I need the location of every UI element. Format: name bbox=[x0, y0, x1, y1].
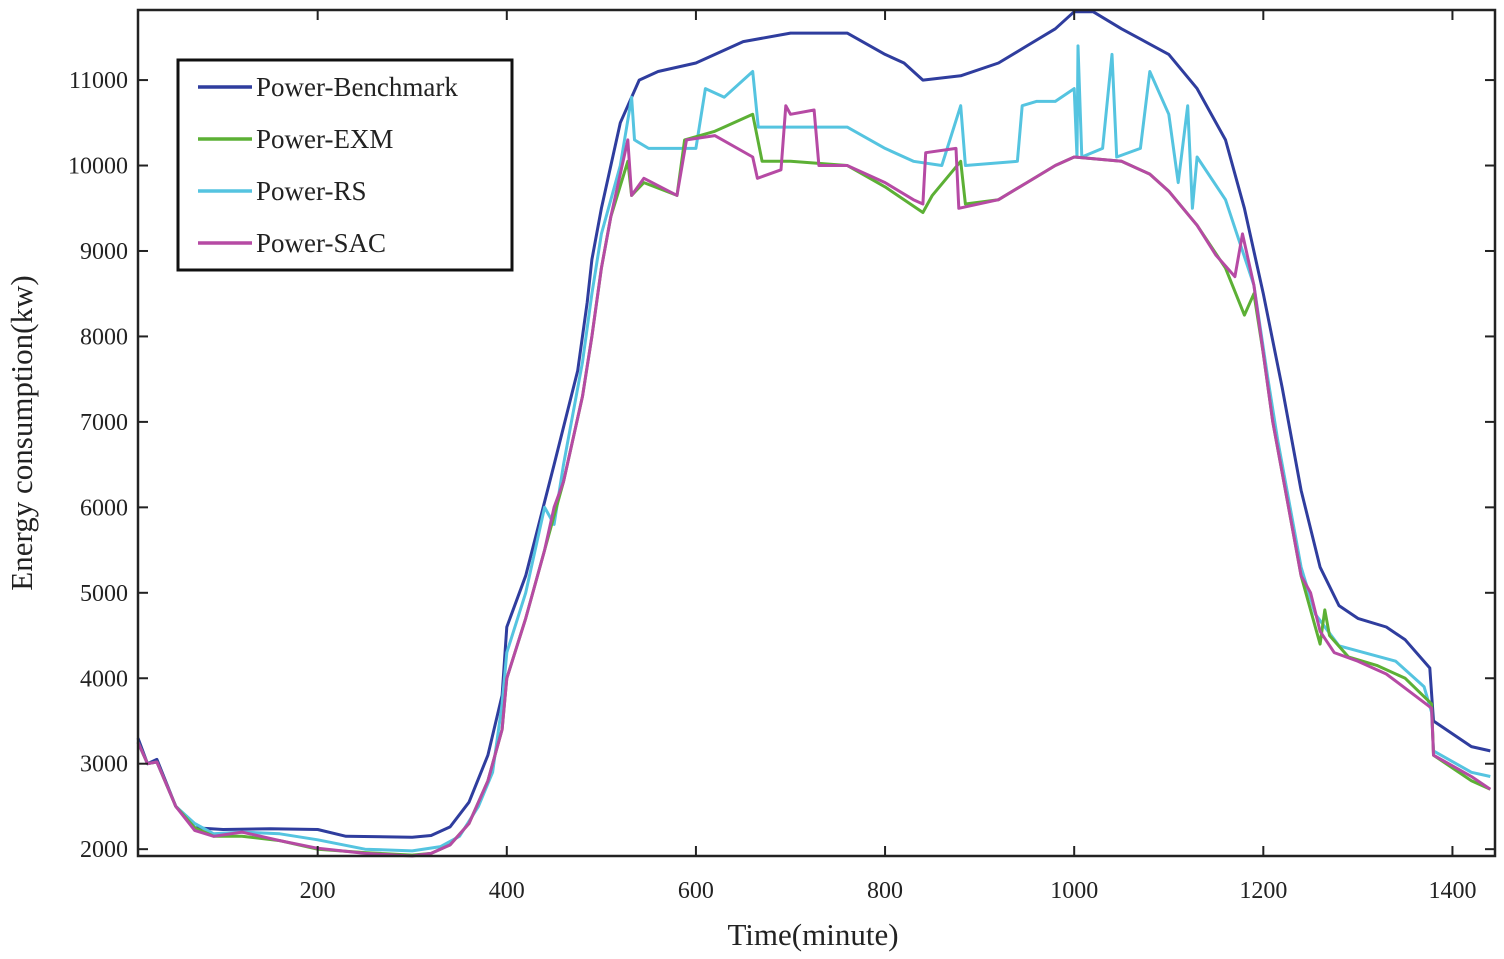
y-tick-label: 7000 bbox=[80, 410, 128, 436]
plot-frame bbox=[136, 8, 1497, 858]
legend-entry-rs: Power-RS bbox=[198, 176, 366, 206]
y-tick-label: 9000 bbox=[80, 239, 128, 265]
tick-layer: 200 400 600 800 1000 1200 1400 2000 3000 4000 5000… bbox=[68, 10, 1495, 904]
y-tick-label: 3000 bbox=[80, 752, 128, 778]
y-tick-label: 10000 bbox=[68, 154, 128, 180]
legend-label-exm: Power-EXM bbox=[256, 124, 393, 154]
x-tick-label: 1200 bbox=[1239, 878, 1287, 904]
y-tick-label: 4000 bbox=[80, 666, 128, 692]
legend-label-benchmark: Power-Benchmark bbox=[256, 72, 458, 102]
legend-entry-sac: Power-SAC bbox=[198, 228, 386, 258]
legend-entry-benchmark: Power-Benchmark bbox=[198, 72, 458, 102]
y-tick-label: 5000 bbox=[80, 581, 128, 607]
y-tick-label: 8000 bbox=[80, 324, 128, 350]
x-tick-label: 600 bbox=[678, 878, 714, 904]
legend-label-rs: Power-RS bbox=[256, 176, 366, 206]
series-layer bbox=[136, 10, 1492, 858]
y-tick-label: 6000 bbox=[80, 495, 128, 521]
y-tick-label: 2000 bbox=[80, 837, 128, 863]
x-tick-label: 200 bbox=[300, 878, 336, 904]
x-axis-title: Time(minute) bbox=[727, 917, 898, 952]
series-line-power-benchmark bbox=[136, 10, 1491, 839]
x-tick-label: 1000 bbox=[1050, 878, 1098, 904]
legend-entry-exm: Power-EXM bbox=[198, 124, 393, 154]
x-tick-label: 800 bbox=[867, 878, 903, 904]
series-line-power-sac bbox=[136, 104, 1492, 858]
legend: Power-Benchmark Power-EXM Power-RS Power… bbox=[176, 58, 514, 272]
y-tick-label: 11000 bbox=[69, 68, 128, 94]
legend-label-sac: Power-SAC bbox=[256, 228, 386, 258]
y-axis-title: Energy consumption(kw) bbox=[4, 275, 39, 590]
x-tick-label: 400 bbox=[489, 878, 525, 904]
x-tick-label: 1400 bbox=[1428, 878, 1476, 904]
legend-box bbox=[176, 58, 514, 272]
